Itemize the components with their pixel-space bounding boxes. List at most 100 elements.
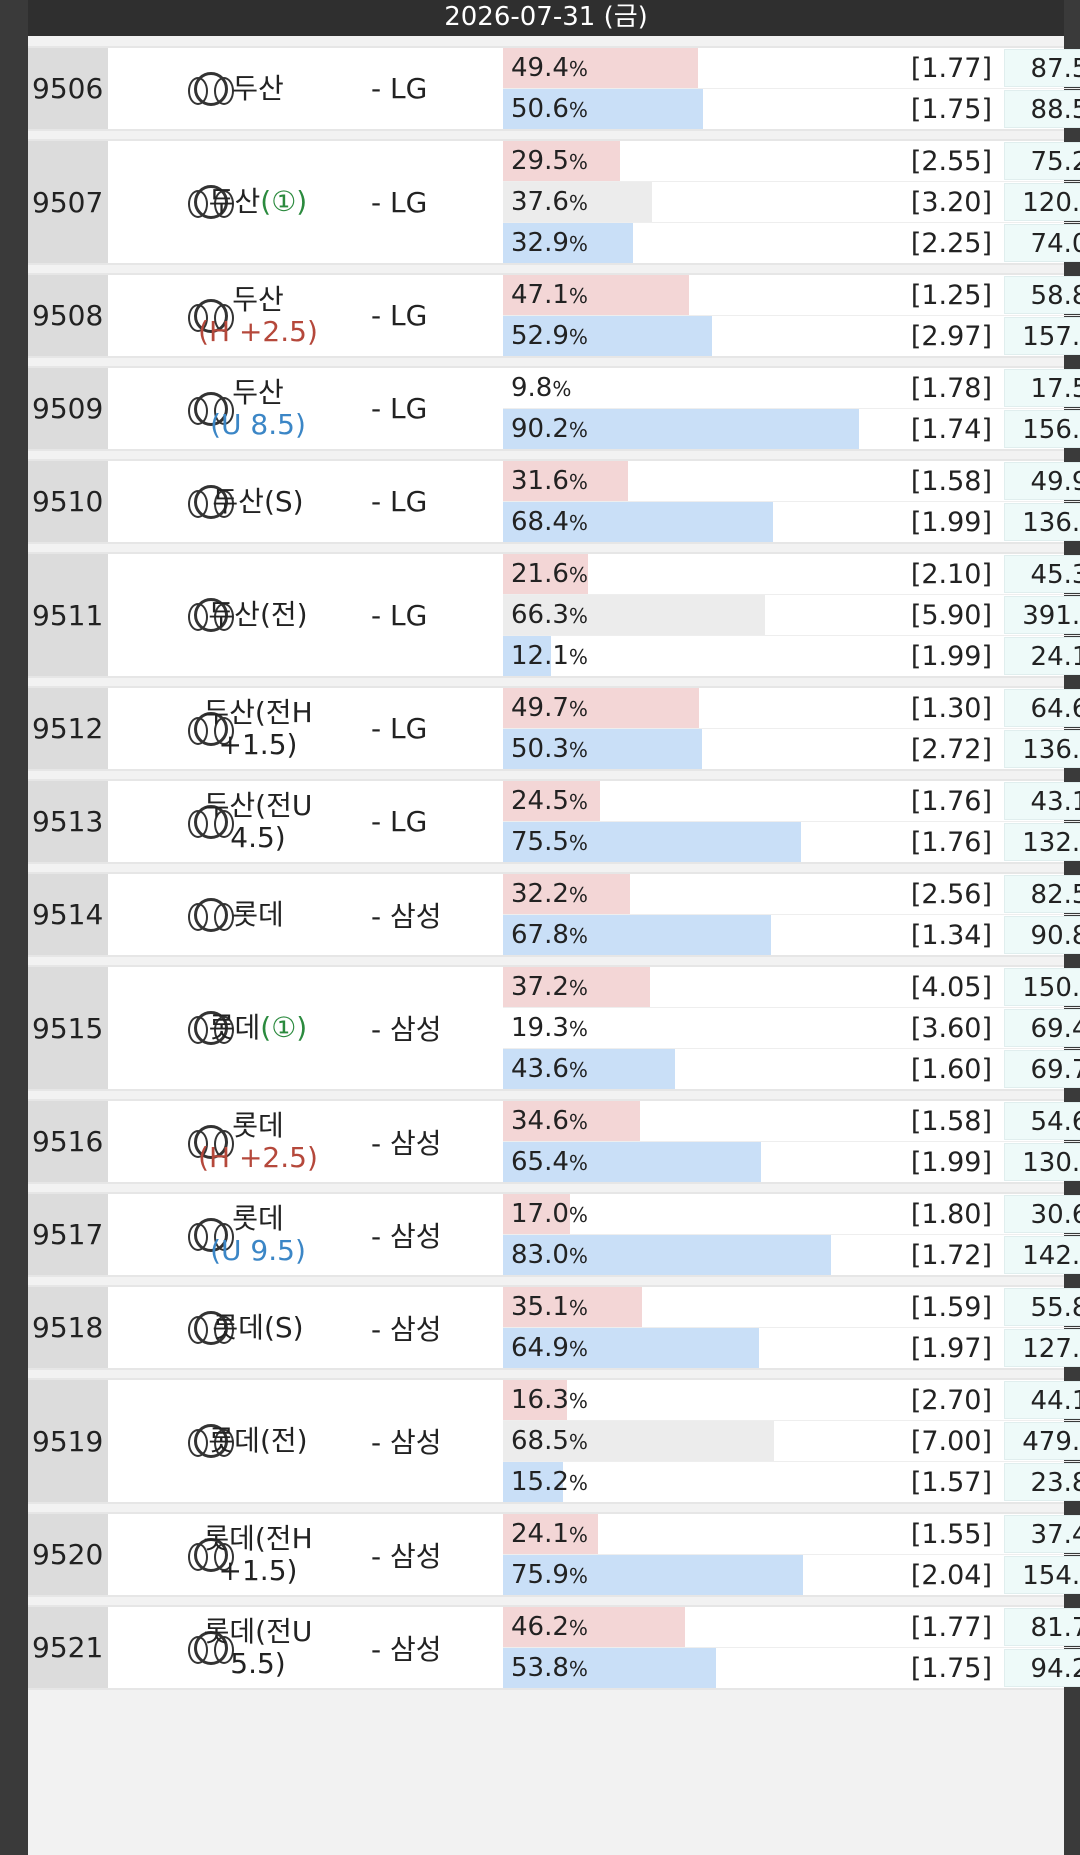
- home-team[interactable]: 두산 (U 8.5): [153, 368, 363, 449]
- odds-value[interactable]: [2.25]: [910, 227, 992, 259]
- odds-value[interactable]: [1.99]: [910, 506, 992, 538]
- home-team[interactable]: 롯데: [153, 874, 363, 955]
- odds-value[interactable]: [1.78]: [910, 372, 992, 404]
- away-team[interactable]: - 삼성: [371, 1312, 442, 1346]
- bet-line-away[interactable]: 50.6% [1.75] 88.5%: [503, 89, 1080, 129]
- away-team[interactable]: - 삼성: [371, 1426, 442, 1459]
- bet-line-home[interactable]: 24.1% [1.55] 37.4%: [503, 1514, 1080, 1555]
- odds-value[interactable]: [1.58]: [910, 465, 992, 497]
- home-team[interactable]: 두산 (H +2.5): [153, 275, 363, 356]
- bet-line-home[interactable]: 9.8% [1.78] 17.5%: [503, 368, 1080, 409]
- bet-line-draw[interactable]: 19.3% [3.60] 69.4%: [503, 1008, 1080, 1049]
- odds-value[interactable]: [3.60]: [910, 1012, 992, 1044]
- bet-line-away[interactable]: 43.6% [1.60] 69.7%: [503, 1049, 1080, 1089]
- odds-value[interactable]: [1.77]: [910, 1611, 992, 1643]
- home-team[interactable]: 롯데(전H +1.5): [153, 1514, 363, 1595]
- odds-value[interactable]: [1.75]: [910, 1652, 992, 1684]
- odds-value[interactable]: [1.99]: [910, 1146, 992, 1178]
- bet-line-away[interactable]: 75.9% [2.04] 154.8%: [503, 1555, 1080, 1595]
- bet-line-away[interactable]: 68.4% [1.99] 136.2%: [503, 502, 1080, 542]
- bet-line-away[interactable]: 52.9% [2.97] 157.2%: [503, 316, 1080, 356]
- odds-value[interactable]: [5.90]: [910, 599, 992, 631]
- bet-line-away[interactable]: 83.0% [1.72] 142.7%: [503, 1235, 1080, 1275]
- home-team[interactable]: 두산(①): [153, 141, 363, 263]
- odds-value[interactable]: [1.80]: [910, 1198, 992, 1230]
- odds-value[interactable]: [1.99]: [910, 640, 992, 672]
- odds-value[interactable]: [2.70]: [910, 1384, 992, 1416]
- away-team[interactable]: - LG: [371, 805, 428, 838]
- home-team[interactable]: 롯데 (H +2.5): [153, 1101, 363, 1182]
- odds-value[interactable]: [2.72]: [910, 733, 992, 765]
- bet-line-home[interactable]: 35.1% [1.59] 55.8%: [503, 1287, 1080, 1328]
- home-team[interactable]: 롯데(전): [153, 1380, 363, 1502]
- bet-line-away[interactable]: 65.4% [1.99] 130.2%: [503, 1142, 1080, 1182]
- bet-line-home[interactable]: 17.0% [1.80] 30.6%: [503, 1194, 1080, 1235]
- away-team[interactable]: - LG: [371, 299, 428, 332]
- bet-line-draw[interactable]: 66.3% [5.90] 391.3%: [503, 595, 1080, 636]
- away-team[interactable]: - LG: [371, 72, 428, 105]
- bet-line-home[interactable]: 46.2% [1.77] 81.7%: [503, 1607, 1080, 1648]
- home-team[interactable]: 롯데(S): [153, 1287, 363, 1368]
- odds-value[interactable]: [7.00]: [910, 1425, 992, 1457]
- odds-value[interactable]: [1.76]: [910, 826, 992, 858]
- home-team[interactable]: 두산: [153, 48, 363, 129]
- home-team[interactable]: 두산(전H +1.5): [153, 688, 363, 769]
- bet-line-home[interactable]: 37.2% [4.05] 150.5%: [503, 967, 1080, 1008]
- away-team[interactable]: - 삼성: [371, 1013, 442, 1046]
- away-team[interactable]: - LG: [371, 485, 428, 518]
- odds-value[interactable]: [2.04]: [910, 1559, 992, 1591]
- odds-value[interactable]: [1.57]: [910, 1466, 992, 1498]
- bet-line-draw[interactable]: 37.6% [3.20] 120.3%: [503, 182, 1080, 223]
- odds-value[interactable]: [3.20]: [910, 186, 992, 218]
- bet-line-home[interactable]: 34.6% [1.58] 54.6%: [503, 1101, 1080, 1142]
- away-team[interactable]: - 삼성: [371, 899, 442, 933]
- bet-line-home[interactable]: 24.5% [1.76] 43.1%: [503, 781, 1080, 822]
- bet-line-home[interactable]: 49.4% [1.77] 87.5%: [503, 48, 1080, 89]
- home-team[interactable]: 두산(전U 4.5): [153, 781, 363, 862]
- home-team[interactable]: 롯데(①): [153, 967, 363, 1089]
- bet-line-away[interactable]: 32.9% [2.25] 74.0%: [503, 223, 1080, 263]
- bet-line-home[interactable]: 47.1% [1.25] 58.8%: [503, 275, 1080, 316]
- odds-value[interactable]: [2.55]: [910, 145, 992, 177]
- away-team[interactable]: - 삼성: [371, 1126, 442, 1160]
- odds-value[interactable]: [1.97]: [910, 1332, 992, 1364]
- bet-line-away[interactable]: 64.9% [1.97] 127.9%: [503, 1328, 1080, 1368]
- home-team[interactable]: 두산(S): [153, 461, 363, 542]
- odds-value[interactable]: [1.74]: [910, 413, 992, 445]
- away-team[interactable]: - LG: [371, 185, 428, 219]
- odds-value[interactable]: [1.25]: [910, 279, 992, 311]
- odds-value[interactable]: [1.34]: [910, 919, 992, 951]
- away-team[interactable]: - LG: [371, 392, 428, 425]
- away-team[interactable]: - 삼성: [371, 1219, 442, 1253]
- bet-line-away[interactable]: 15.2% [1.57] 23.8%: [503, 1462, 1080, 1502]
- odds-value[interactable]: [2.56]: [910, 878, 992, 910]
- odds-value[interactable]: [1.55]: [910, 1518, 992, 1550]
- away-team[interactable]: - LG: [371, 712, 428, 745]
- bet-line-away[interactable]: 50.3% [2.72] 136.9%: [503, 729, 1080, 769]
- odds-value[interactable]: [4.05]: [910, 971, 992, 1003]
- odds-value[interactable]: [1.58]: [910, 1105, 992, 1137]
- bet-line-home[interactable]: 16.3% [2.70] 44.1%: [503, 1380, 1080, 1421]
- odds-value[interactable]: [1.75]: [910, 93, 992, 125]
- bet-line-away[interactable]: 75.5% [1.76] 132.9%: [503, 822, 1080, 862]
- odds-value[interactable]: [1.77]: [910, 52, 992, 84]
- odds-value[interactable]: [2.97]: [910, 320, 992, 352]
- away-team[interactable]: - LG: [371, 598, 428, 632]
- bet-line-away[interactable]: 12.1% [1.99] 24.1%: [503, 636, 1080, 676]
- odds-value[interactable]: [1.60]: [910, 1053, 992, 1085]
- bet-line-away[interactable]: 67.8% [1.34] 90.8%: [503, 915, 1080, 955]
- bet-line-home[interactable]: 21.6% [2.10] 45.3%: [503, 554, 1080, 595]
